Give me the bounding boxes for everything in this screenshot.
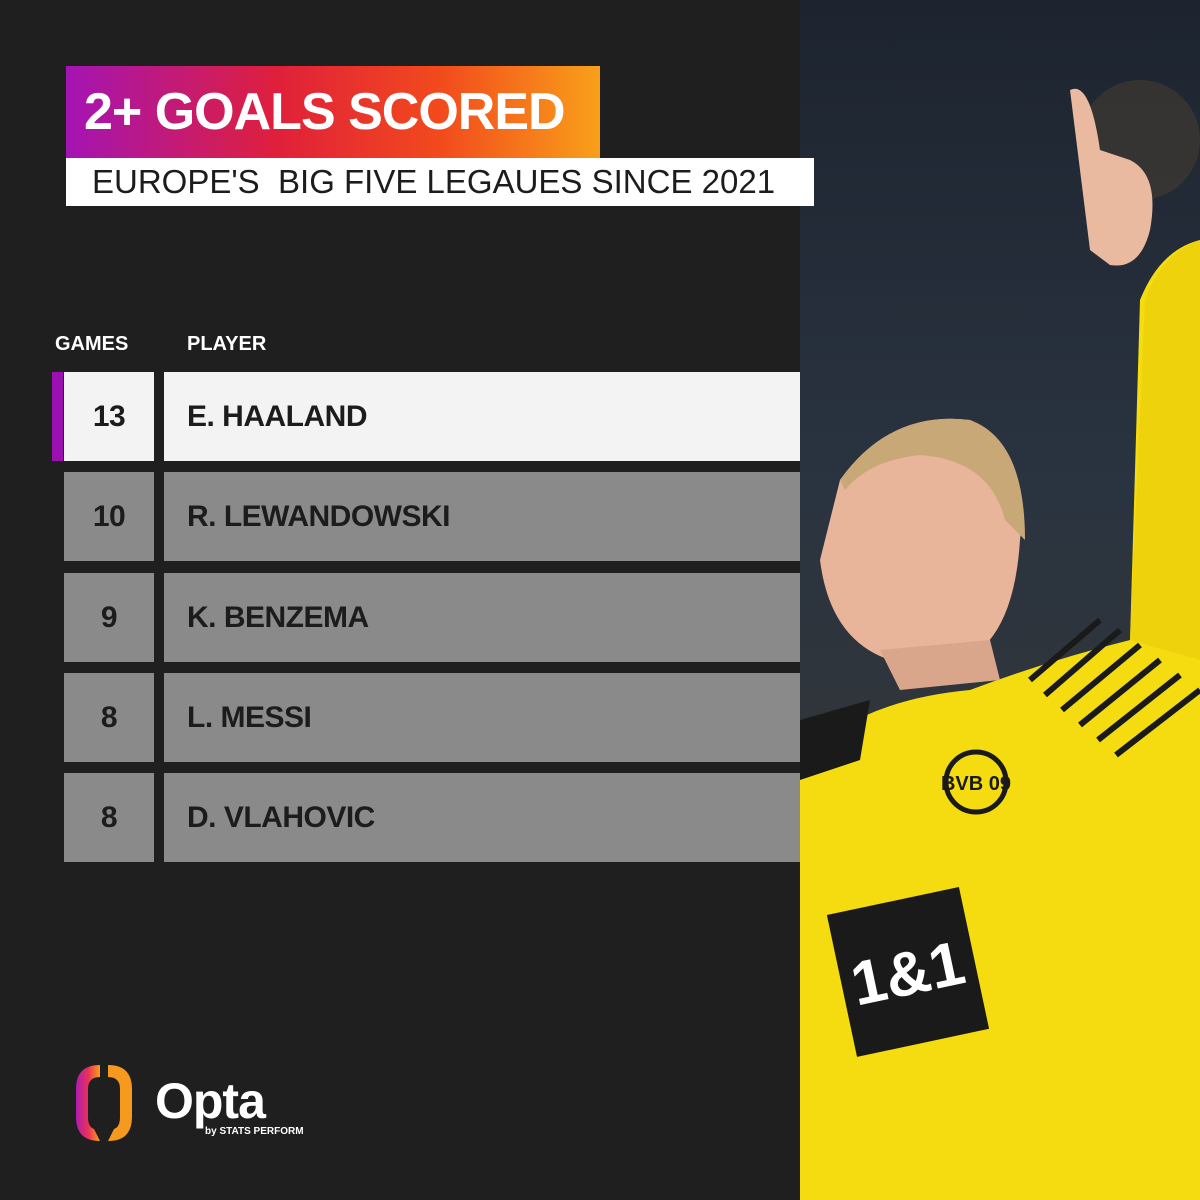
- player-photo: BVB 09 1&1: [800, 0, 1200, 1200]
- games-cell: 8: [64, 672, 154, 762]
- games-cell: 10: [64, 472, 154, 562]
- table-row: 13 E. HAALAND: [52, 372, 800, 461]
- table-row: 10 R. LEWANDOWSKI: [64, 472, 800, 562]
- opta-logo-icon: [76, 1065, 132, 1141]
- brand-name: Opta: [155, 1073, 266, 1129]
- chart-title: 2+ GOALS SCORED: [66, 66, 600, 158]
- games-cell: 13: [64, 372, 154, 461]
- games-cell: 9: [64, 572, 154, 662]
- table-row: 8 L. MESSI: [64, 672, 800, 762]
- player-cell: D. VLAHOVIC: [164, 773, 800, 863]
- badge-text: BVB 09: [941, 773, 1011, 795]
- highlight-accent: [52, 372, 63, 461]
- column-header-player: PLAYER: [187, 333, 267, 355]
- chart-subtitle: EUROPE'S BIG FIVE LEGAUES SINCE 2021: [66, 158, 814, 206]
- player-cell: E. HAALAND: [164, 372, 800, 461]
- games-cell: 8: [64, 773, 154, 863]
- brand-tagline: by STATS PERFORM: [205, 1126, 304, 1137]
- table-row: 8 D. VLAHOVIC: [64, 773, 800, 863]
- table-row: 9 K. BENZEMA: [64, 572, 800, 662]
- player-cell: K. BENZEMA: [164, 572, 800, 662]
- player-cell: R. LEWANDOWSKI: [164, 472, 800, 562]
- column-header-games: GAMES: [55, 333, 129, 355]
- player-cell: L. MESSI: [164, 672, 800, 762]
